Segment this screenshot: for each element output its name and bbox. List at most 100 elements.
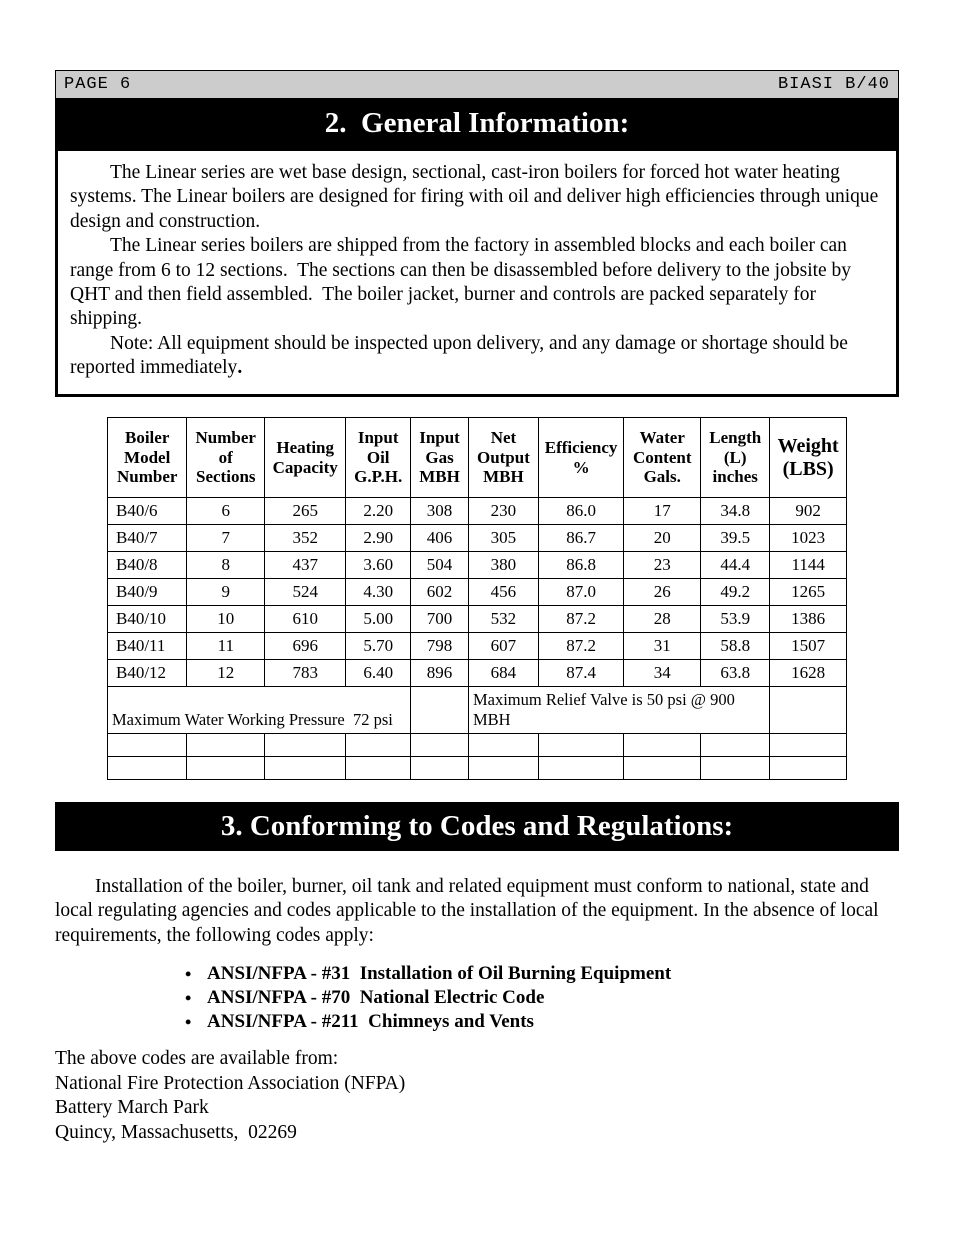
table-cell: 63.8 (701, 660, 770, 687)
table-cell: 783 (265, 660, 346, 687)
nfpa-addr-3: Quincy, Massachusetts, 02269 (55, 1121, 899, 1145)
empty-cell (411, 734, 469, 757)
code-item: ANSI/NFPA - #31 Installation of Oil Burn… (185, 962, 899, 986)
table-cell: B40/10 (108, 606, 187, 633)
table-cell: 2.20 (346, 498, 411, 525)
table-cell: 4.30 (346, 579, 411, 606)
table-cell: 39.5 (701, 525, 770, 552)
section-2-para3: Note: All equipment should be inspected … (70, 332, 884, 381)
table-cell: 8 (187, 552, 265, 579)
col-input-gas: Input Gas MBH (411, 418, 469, 498)
empty-cell (770, 757, 847, 780)
table-cell: 87.2 (538, 633, 623, 660)
table-header-row: Boiler Model Number Number of Sections H… (108, 418, 847, 498)
table-cell: 696 (265, 633, 346, 660)
table-cell: 504 (411, 552, 469, 579)
footnote-right: Maximum Relief Valve is 50 psi @ 900 MBH (468, 687, 769, 734)
empty-cell (624, 757, 701, 780)
table-cell: 308 (411, 498, 469, 525)
table-cell: 87.0 (538, 579, 623, 606)
section-3-title: 3. Conforming to Codes and Regulations: (55, 802, 899, 851)
empty-cell (187, 757, 265, 780)
footnote-gap (411, 687, 469, 734)
empty-cell (468, 734, 538, 757)
code-item: ANSI/NFPA - #211 Chimneys and Vents (185, 1010, 899, 1034)
table-cell: 7 (187, 525, 265, 552)
empty-cell (411, 757, 469, 780)
table-empty-row (108, 757, 847, 780)
col-length: Length (L) inches (701, 418, 770, 498)
empty-cell (701, 734, 770, 757)
table-cell: 5.70 (346, 633, 411, 660)
col-heating: Heating Capacity (265, 418, 346, 498)
table-cell: 17 (624, 498, 701, 525)
empty-cell (770, 734, 847, 757)
table-cell: 352 (265, 525, 346, 552)
table-cell: 456 (468, 579, 538, 606)
table-cell: 6 (187, 498, 265, 525)
table-cell: 798 (411, 633, 469, 660)
table-row: B40/995244.3060245687.02649.21265 (108, 579, 847, 606)
table-cell: 684 (468, 660, 538, 687)
table-cell: B40/8 (108, 552, 187, 579)
table-cell: 12 (187, 660, 265, 687)
table-cell: 34.8 (701, 498, 770, 525)
col-input-oil: Input Oil G.P.H. (346, 418, 411, 498)
empty-cell (346, 757, 411, 780)
col-water: Water Content Gals. (624, 418, 701, 498)
table-row: B40/10106105.0070053287.22853.91386 (108, 606, 847, 633)
footnote-end (770, 687, 847, 734)
table-cell: 1386 (770, 606, 847, 633)
table-cell: B40/9 (108, 579, 187, 606)
table-cell: 305 (468, 525, 538, 552)
footnote-left: Maximum Water Working Pressure 72 psi (108, 687, 411, 734)
table-cell: 6.40 (346, 660, 411, 687)
col-sections: Number of Sections (187, 418, 265, 498)
table-cell: 1628 (770, 660, 847, 687)
table-cell: 87.4 (538, 660, 623, 687)
table-cell: 1507 (770, 633, 847, 660)
table-cell: 524 (265, 579, 346, 606)
col-net-output: Net Output MBH (468, 418, 538, 498)
table-cell: 602 (411, 579, 469, 606)
table-cell: 10 (187, 606, 265, 633)
table-cell: 34 (624, 660, 701, 687)
table-cell: B40/6 (108, 498, 187, 525)
section-2-para2: The Linear series boilers are shipped fr… (70, 234, 884, 332)
table-row: B40/773522.9040630586.72039.51023 (108, 525, 847, 552)
empty-cell (538, 734, 623, 757)
table-cell: 49.2 (701, 579, 770, 606)
empty-cell (108, 734, 187, 757)
table-cell: 902 (770, 498, 847, 525)
nfpa-addr-2: Battery March Park (55, 1096, 899, 1120)
table-cell: 31 (624, 633, 701, 660)
document-label: BIASI B/40 (778, 75, 890, 94)
empty-cell (187, 734, 265, 757)
table-cell: 2.90 (346, 525, 411, 552)
table-cell: 406 (411, 525, 469, 552)
section-2-para1: The Linear series are wet base design, s… (70, 161, 884, 234)
table-cell: 53.9 (701, 606, 770, 633)
table-cell: 87.2 (538, 606, 623, 633)
table-cell: 1144 (770, 552, 847, 579)
col-weight: Weight (LBS) (770, 418, 847, 498)
section-3-body: Installation of the boiler, burner, oil … (55, 875, 899, 1145)
table-cell: 86.7 (538, 525, 623, 552)
empty-cell (701, 757, 770, 780)
table-cell: 437 (265, 552, 346, 579)
table-cell: 230 (468, 498, 538, 525)
table-cell: 26 (624, 579, 701, 606)
table-cell: 610 (265, 606, 346, 633)
table-empty-row (108, 734, 847, 757)
empty-cell (468, 757, 538, 780)
empty-cell (265, 734, 346, 757)
table-cell: 1265 (770, 579, 847, 606)
section-2-title: 2. General Information: (55, 99, 899, 148)
table-row: B40/884373.6050438086.82344.41144 (108, 552, 847, 579)
empty-cell (624, 734, 701, 757)
empty-cell (346, 734, 411, 757)
table-cell: 23 (624, 552, 701, 579)
table-footnote-row: Maximum Water Working Pressure 72 psi Max… (108, 687, 847, 734)
table-cell: 607 (468, 633, 538, 660)
section-2-para3-period: . (237, 357, 242, 378)
